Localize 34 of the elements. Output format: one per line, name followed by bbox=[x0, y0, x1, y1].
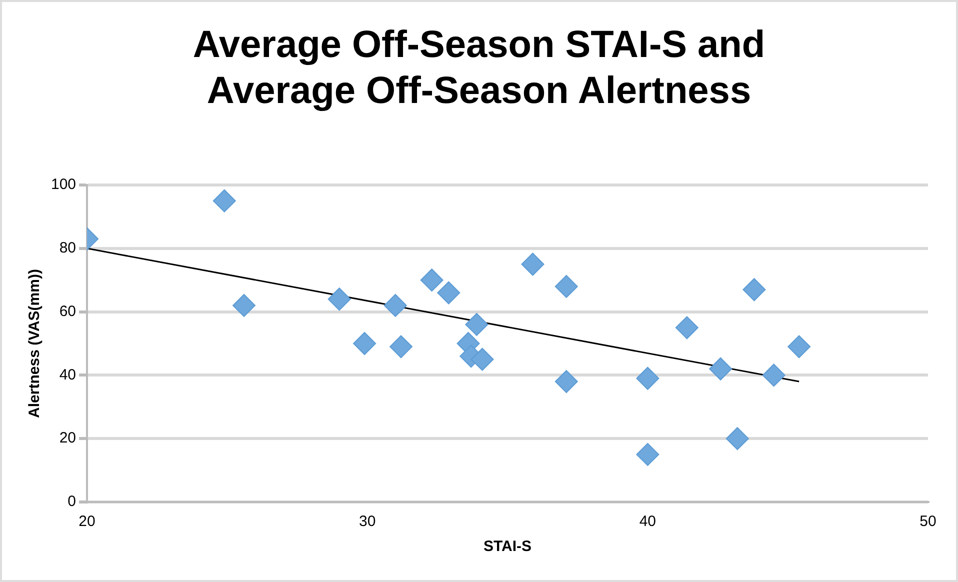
point bbox=[554, 274, 578, 298]
point bbox=[328, 288, 351, 311]
y-tick-label: 40 bbox=[59, 366, 76, 384]
point bbox=[353, 332, 376, 355]
point bbox=[389, 335, 412, 358]
x-tick-label: 50 bbox=[920, 513, 936, 530]
point bbox=[554, 370, 578, 394]
x-axis-title: STAI-S bbox=[483, 538, 532, 556]
x-tick-label: 20 bbox=[78, 513, 96, 530]
y-tick-label: 60 bbox=[59, 302, 76, 320]
point bbox=[521, 252, 544, 276]
y-tick-label: 20 bbox=[59, 430, 76, 447]
chart-title: Average Off-Season STAI-S and Average Off-Season Alertness bbox=[192, 23, 766, 114]
x-tick-label: 30 bbox=[359, 513, 376, 530]
point bbox=[437, 281, 460, 304]
point bbox=[212, 189, 236, 212]
point bbox=[726, 427, 749, 450]
point bbox=[636, 442, 660, 466]
point bbox=[384, 294, 407, 317]
point bbox=[465, 312, 488, 336]
point bbox=[762, 364, 786, 387]
y-tick-label: 0 bbox=[68, 493, 76, 510]
point bbox=[636, 366, 660, 390]
y-axis-title: Alertness (VAS(mm)) bbox=[26, 269, 44, 418]
point bbox=[709, 357, 732, 380]
y-tick-label: 100 bbox=[50, 176, 76, 194]
point bbox=[232, 294, 256, 317]
x-tick-label: 40 bbox=[639, 513, 656, 530]
point bbox=[420, 268, 444, 292]
point bbox=[742, 278, 766, 302]
point bbox=[788, 335, 811, 358]
point bbox=[675, 316, 698, 340]
point bbox=[470, 348, 494, 371]
y-tick-label: 80 bbox=[59, 240, 76, 257]
